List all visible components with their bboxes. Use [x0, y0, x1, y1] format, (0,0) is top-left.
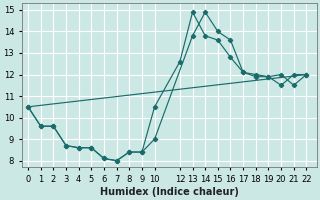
X-axis label: Humidex (Indice chaleur): Humidex (Indice chaleur): [100, 187, 239, 197]
